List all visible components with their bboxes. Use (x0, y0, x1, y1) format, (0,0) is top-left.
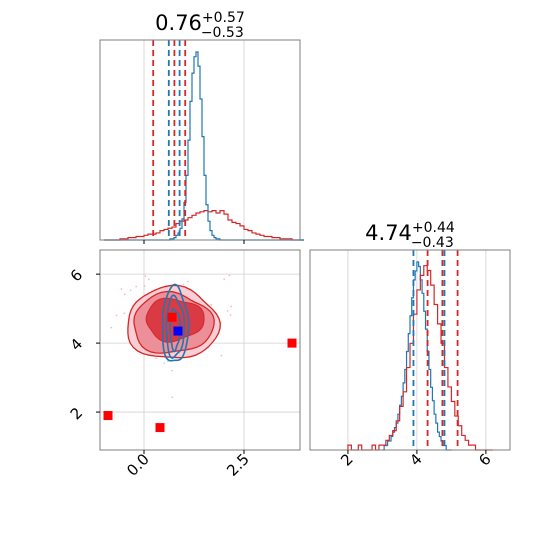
joint-red-sample-point (226, 310, 229, 312)
right-panel-frame (309, 249, 511, 451)
top-panel-series (104, 51, 304, 241)
right-title: 4.74+0.44 −0.43 (365, 220, 455, 251)
joint-red-sample-point (230, 305, 233, 308)
blue-contour-outer (161, 283, 190, 362)
panel-bottom-left-joint: 0.0 2.5 2 4 6 (47, 249, 301, 480)
joint-red-sample-point (210, 304, 213, 306)
blue-square-marker (173, 326, 183, 336)
top-panel-quantile-lines (152, 40, 187, 240)
joint-red-sample-point (147, 278, 150, 281)
red-square-marker-2 (167, 312, 177, 322)
joint-blue-sample-point (182, 283, 185, 286)
top-panel-frame (99, 39, 301, 241)
joint-y-tick-label-0: 2 (67, 404, 86, 423)
red-square-marker-0 (103, 411, 113, 421)
top-title-value: 0.76 (155, 11, 202, 35)
right-x-tick-label-1: 4 (406, 450, 425, 469)
right-title-plus: +0.44 (412, 220, 455, 236)
joint-blue-sample-point (163, 362, 166, 365)
right-x-tick-label-2: 6 (475, 450, 494, 469)
joint-red-sample-point (186, 280, 189, 283)
joint-red-sample-point (135, 285, 138, 288)
top-panel-grid (143, 40, 245, 240)
joint-blue-sample-point (167, 360, 169, 363)
joint-red-sample-point (120, 288, 123, 290)
joint-blue-sample-point (171, 369, 173, 372)
right-panel-ticks: 2 4 6 (337, 450, 495, 470)
right-red-histogram (347, 265, 493, 451)
joint-red-sample-point (223, 278, 226, 281)
joint-red-sample-point (123, 312, 126, 315)
right-panel-series (347, 261, 493, 451)
joint-red-sample-point (143, 285, 146, 288)
top-title-minus: −0.53 (201, 25, 244, 41)
red-square-marker-1 (155, 423, 165, 433)
blue-contour-inner (169, 308, 181, 353)
joint-red-sample-point (155, 357, 157, 360)
blue-density-contours (161, 283, 190, 362)
joint-red-sample-point (144, 275, 147, 277)
top-panel-ticks (143, 240, 245, 244)
right-x-tick-label-0: 2 (337, 450, 356, 469)
top-title-plus: +0.57 (202, 10, 245, 26)
joint-panel-frame (99, 249, 301, 451)
top-red-histogram (104, 210, 304, 241)
panel-bottom-right-histogram: 4.74+0.44 −0.43 2 4 6 (309, 220, 511, 470)
joint-red-sample-point (220, 354, 223, 357)
joint-red-sample-point (228, 274, 231, 277)
joint-red-sample-point (47, 293, 49, 295)
joint-blue-sample-point (171, 396, 174, 399)
red-square-marker-3 (287, 338, 297, 348)
joint-red-sample-point (229, 314, 232, 316)
joint-red-sample-point (123, 293, 126, 296)
joint-x-tick-label-0: 0.0 (123, 450, 153, 480)
joint-y-tick-label-1: 4 (67, 335, 86, 354)
right-panel-grid (347, 250, 487, 450)
right-blue-histogram (382, 261, 452, 451)
right-title-value: 4.74 (365, 221, 412, 245)
joint-x-tick-label-1: 2.5 (223, 450, 253, 480)
top-title: 0.76+0.57 −0.53 (155, 10, 245, 41)
joint-markers (103, 312, 297, 433)
panel-top-left-histogram: 0.76+0.57 −0.53 (99, 10, 304, 244)
joint-y-tick-label-2: 6 (67, 266, 86, 285)
joint-red-sample-point (129, 289, 132, 292)
joint-red-sample-point (110, 326, 113, 329)
right-panel-quantile-lines (412, 250, 459, 450)
right-title-minus: −0.43 (411, 235, 454, 251)
joint-red-sample-point (115, 314, 118, 317)
blue-contour-mid (165, 294, 186, 359)
